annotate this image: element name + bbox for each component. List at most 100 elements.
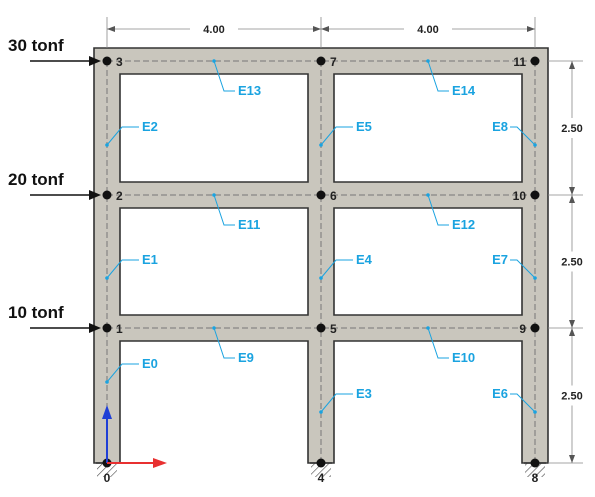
hatched-fixed-support-icon <box>525 463 545 477</box>
leader-dot <box>319 143 323 147</box>
leader-dot <box>533 276 537 280</box>
node-8 <box>530 458 540 468</box>
leader-dot <box>319 410 323 414</box>
leader-dot <box>105 143 109 147</box>
leader-line <box>213 194 235 226</box>
leader-line <box>213 60 235 92</box>
dim-arrowhead <box>569 328 575 336</box>
node-9 <box>530 323 540 333</box>
leader-dot <box>212 193 216 197</box>
leader-dot <box>105 276 109 280</box>
element-label-e2: E2 <box>105 119 158 147</box>
leader-dot <box>533 410 537 414</box>
leader-dot <box>426 59 430 63</box>
element-label-e14: E14 <box>426 59 476 98</box>
leader-dot <box>212 326 216 330</box>
leader-line <box>510 126 536 146</box>
leader-dot <box>426 193 430 197</box>
hatched-fixed-support-icon <box>311 463 331 477</box>
element-label-e5: E5 <box>319 119 372 147</box>
xy-axes-icon <box>102 405 167 468</box>
leader-line <box>427 194 449 226</box>
node-label: 0 <box>104 471 111 485</box>
element-label-text: E10 <box>452 350 475 365</box>
node-2 <box>102 190 112 200</box>
element-label-e1: E1 <box>105 252 158 280</box>
element-label-e6: E6 <box>492 386 537 414</box>
leader-dot <box>533 143 537 147</box>
nodes: 0 1 2 3 4 5 6 7 8 9 10 11 <box>102 55 540 485</box>
element-label-e12: E12 <box>426 193 475 232</box>
node-3 <box>102 56 112 66</box>
leader-dot <box>319 276 323 280</box>
node-label: 6 <box>330 189 337 203</box>
node-5 <box>316 323 326 333</box>
node-label: 3 <box>116 55 123 69</box>
leader-line <box>106 259 139 279</box>
leader-line <box>106 363 139 383</box>
leader-dot <box>426 326 430 330</box>
leader-line <box>427 60 449 92</box>
element-label-text: E14 <box>452 83 476 98</box>
element-label-e9: E9 <box>212 326 254 365</box>
dim-arrowhead <box>321 26 329 32</box>
element-label-e4: E4 <box>319 252 373 280</box>
element-label-text: E5 <box>356 119 372 134</box>
node-label: 1 <box>116 322 123 336</box>
element-label-e0: E0 <box>105 356 158 384</box>
dim-arrowhead <box>569 187 575 195</box>
element-label-e7: E7 <box>492 252 537 280</box>
leader-line <box>320 126 353 146</box>
story-dimension-label: 2.50 <box>561 123 582 135</box>
element-label-text: E13 <box>238 83 261 98</box>
y-axis-arrowhead <box>102 405 112 419</box>
leader-line <box>320 393 353 413</box>
dim-arrowhead <box>569 320 575 328</box>
element-label-text: E4 <box>356 252 373 267</box>
element-label-e3: E3 <box>319 386 372 414</box>
node-label: 11 <box>513 55 526 69</box>
dim-arrowhead <box>569 195 575 203</box>
leader-line <box>213 327 235 359</box>
node-6 <box>316 190 326 200</box>
element-label-text: E7 <box>492 252 508 267</box>
node-label: 5 <box>330 322 337 336</box>
dimension-lines: 4.00 4.00 2.50 2.50 2.50 <box>106 17 583 464</box>
node-7 <box>316 56 326 66</box>
node-4 <box>316 458 326 468</box>
bay-dimension-label: 4.00 <box>417 24 438 36</box>
leader-line <box>320 259 353 279</box>
story-dimension-label: 2.50 <box>561 257 582 269</box>
dim-arrowhead <box>569 455 575 463</box>
leader-line <box>106 126 139 146</box>
load-arrowhead <box>89 190 101 200</box>
hatched-fixed-support-icon <box>97 463 117 477</box>
element-label-text: E6 <box>492 386 508 401</box>
node-10 <box>530 190 540 200</box>
element-label-text: E9 <box>238 350 254 365</box>
x-axis-arrowhead <box>153 458 167 468</box>
load-arrowhead <box>89 56 101 66</box>
element-labels: E0 E1 E2 E3 E4 E5 E6 E7 E8 E9 E10 E11 E12 E13 E14 <box>105 59 537 414</box>
load-arrowhead <box>89 323 101 333</box>
load-label: 30 tonf <box>8 36 64 55</box>
node-label: 2 <box>116 189 123 203</box>
leader-line <box>510 393 536 413</box>
bay-dimension-label: 4.00 <box>203 24 224 36</box>
leader-dot <box>105 380 109 384</box>
element-label-text: E12 <box>452 217 475 232</box>
element-label-e8: E8 <box>492 119 537 147</box>
node-label: 4 <box>318 471 325 485</box>
node-1 <box>102 323 112 333</box>
story-dimension-label: 2.50 <box>561 391 582 403</box>
element-label-text: E8 <box>492 119 508 134</box>
centerlines <box>106 60 536 463</box>
element-label-text: E11 <box>238 217 260 232</box>
element-label-text: E2 <box>142 119 158 134</box>
load-label: 20 tonf <box>8 170 64 189</box>
load-label: 10 tonf <box>8 303 64 322</box>
node-label: 10 <box>513 189 527 203</box>
node-label: 8 <box>532 471 539 485</box>
leader-line <box>510 259 536 279</box>
